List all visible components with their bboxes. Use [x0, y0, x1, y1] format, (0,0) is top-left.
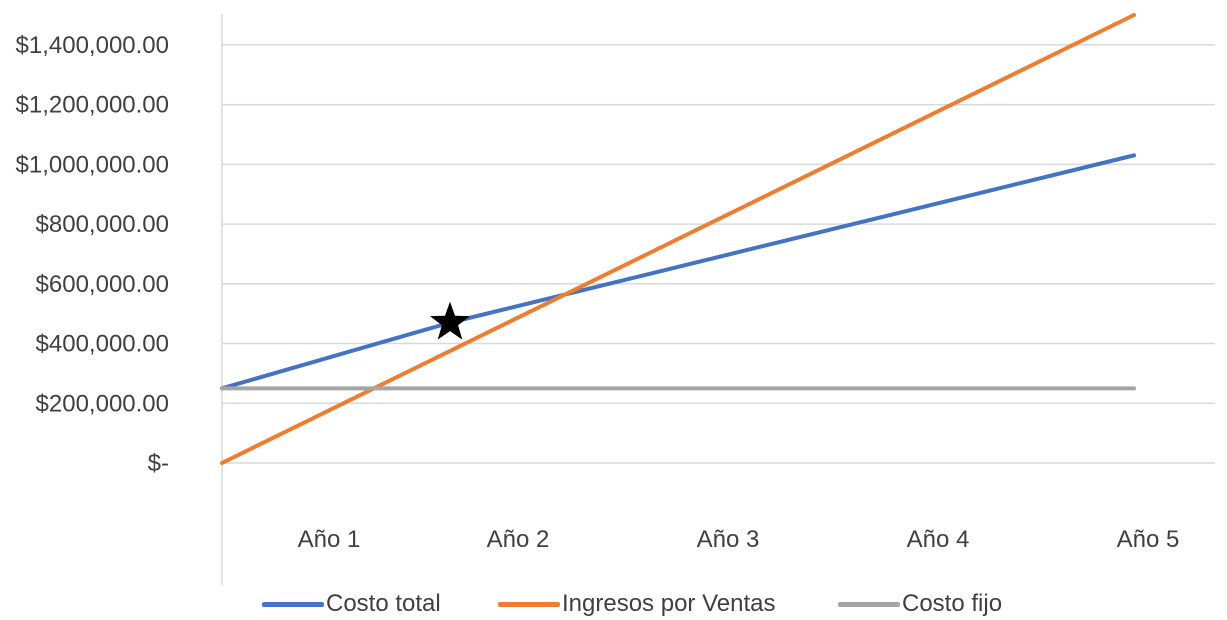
x-tick-label-2: Año 2 — [487, 526, 550, 553]
x-tick-label-1: Año 1 — [298, 526, 361, 553]
legend-item-costo-total: Costo total — [262, 588, 441, 620]
chart-legend: Costo total Ingresos por Ventas Costo fi… — [0, 588, 1227, 620]
y-tick-label-5: $1,000,000.00 — [16, 151, 169, 178]
legend-label-costo-total: Costo total — [326, 590, 441, 617]
y-tick-label-6: $1,200,000.00 — [16, 92, 169, 119]
legend-swatch-ingresos-por-ventas — [498, 601, 560, 607]
legend-label-ingresos-por-ventas: Ingresos por Ventas — [562, 590, 776, 617]
break-even-star-icon — [430, 301, 470, 340]
x-tick-label-4: Año 4 — [907, 526, 970, 553]
legend-item-ingresos-por-ventas: Ingresos por Ventas — [498, 588, 775, 620]
y-tick-label-1: $200,000.00 — [36, 390, 169, 417]
y-tick-label-4: $800,000.00 — [36, 211, 169, 238]
legend-swatch-costo-total — [262, 601, 324, 607]
y-tick-label-7: $1,400,000.00 — [16, 32, 169, 59]
series-line-costo-total — [220, 153, 1136, 391]
y-tick-label-0: $- — [148, 450, 169, 477]
x-tick-label-5: Año 5 — [1117, 526, 1180, 553]
legend-label-costo-fijo: Costo fijo — [902, 590, 1003, 617]
y-tick-label-2: $400,000.00 — [36, 331, 169, 358]
legend-swatch-costo-fijo — [838, 601, 900, 607]
y-tick-label-3: $600,000.00 — [36, 271, 169, 298]
x-tick-label-3: Año 3 — [697, 526, 760, 553]
legend-item-costo-fijo: Costo fijo — [838, 588, 1002, 620]
series-line-ingresos-por-ventas — [220, 13, 1136, 465]
